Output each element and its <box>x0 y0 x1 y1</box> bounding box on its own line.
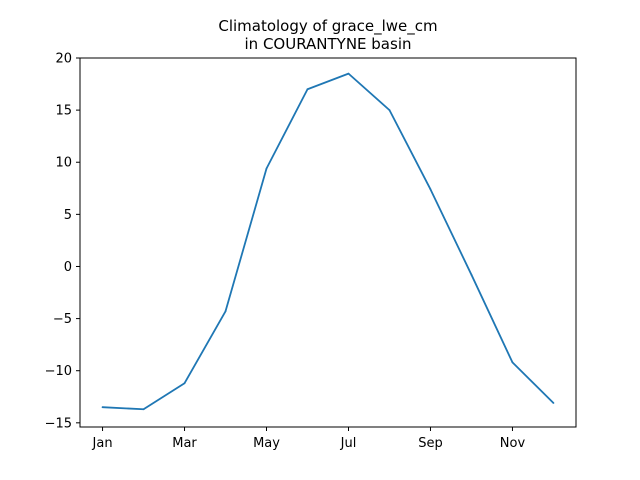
x-tick-label: Sep <box>418 436 443 451</box>
chart-title-line-2: in COURANTYNE basin <box>245 35 412 53</box>
x-tick-label: May <box>253 436 280 451</box>
y-tick-label: 10 <box>55 156 72 171</box>
y-tick-label: 20 <box>55 52 72 67</box>
y-tick-label: 0 <box>64 260 72 275</box>
data-point <box>265 167 268 170</box>
x-tick-label: Nov <box>500 436 526 451</box>
x-tick-label: Jan <box>92 436 113 451</box>
data-point <box>142 408 145 411</box>
data-point <box>511 361 514 364</box>
data-point <box>388 109 391 112</box>
data-point <box>101 406 104 409</box>
y-tick-label: 5 <box>64 208 72 223</box>
chart-title-line-1: Climatology of grace_lwe_cm <box>218 17 437 36</box>
data-point <box>470 273 473 276</box>
series-line <box>102 72 555 411</box>
data-point <box>429 188 432 191</box>
y-tick-label: −15 <box>45 416 72 431</box>
data-point <box>224 310 227 313</box>
data-point <box>183 382 186 385</box>
y-tick-label: −5 <box>53 312 72 327</box>
data-point <box>306 88 309 91</box>
y-tick-label: −10 <box>45 364 72 379</box>
x-tick-label: Jul <box>340 436 357 451</box>
data-point <box>552 402 555 404</box>
plot-frame <box>79 57 577 428</box>
x-tick-label: Mar <box>172 436 197 451</box>
y-tick-label: 15 <box>55 104 72 119</box>
data-point <box>347 72 350 75</box>
